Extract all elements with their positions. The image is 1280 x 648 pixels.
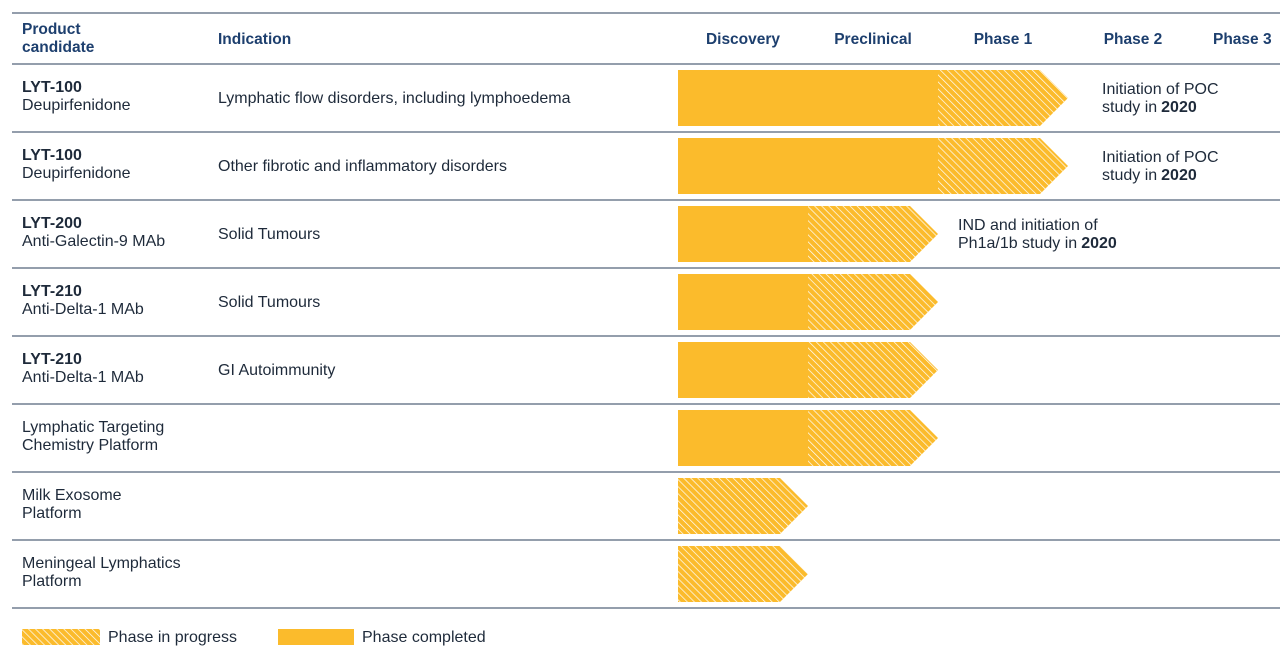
candidate-name: Milk Exosome [22,487,122,504]
note-text: study in [1102,99,1157,116]
candidate-name: Deupirfenidone [22,97,131,114]
phase-header: Phase 1 [974,31,1033,48]
phase-completed [678,138,938,194]
phase-completed [678,206,808,262]
candidate-name: Anti-Delta-1 MAb [22,369,144,386]
phase-completed [678,410,808,466]
note-year: 2020 [1081,235,1117,252]
candidate-code: LYT-200 [22,215,82,232]
candidate-name: Meningeal Lymphatics [22,555,181,572]
phase-in-progress [808,342,938,398]
note-year: 2020 [1161,99,1197,116]
indication: Solid Tumours [218,294,320,311]
header: Product [22,21,81,38]
candidate-code: LYT-210 [22,351,82,368]
legend-swatch [278,629,354,645]
note: study in 2020 [1102,167,1197,184]
legend-swatch [22,629,100,645]
note: Ph1a/1b study in 2020 [958,235,1117,252]
note-text: Initiation of POC [1102,81,1219,98]
phase-in-progress [808,274,938,330]
note: study in 2020 [1102,99,1197,116]
candidate-name: Lymphatic Targeting [22,419,164,436]
phase-header: Phase 3 [1213,31,1272,48]
header: Indication [218,31,291,48]
phase-header: Phase 2 [1104,31,1163,48]
phase-in-progress [808,206,938,262]
legend-label: Phase completed [362,629,486,646]
candidate-name: Platform [22,573,82,590]
note-text: IND and initiation of [958,217,1098,234]
phase-in-progress [808,410,938,466]
phase-in-progress [678,478,808,534]
indication: Other fibrotic and inflammatory disorder… [218,158,507,175]
indication: Lymphatic flow disorders, including lymp… [218,90,571,107]
candidate-name: Anti-Galectin-9 MAb [22,233,165,250]
header: candidate [22,39,95,56]
note: Initiation of POC [1102,81,1219,98]
note-text: Initiation of POC [1102,149,1219,166]
candidate-name: Chemistry Platform [22,437,158,454]
phase-header: Discovery [706,31,780,48]
phase-in-progress [678,546,808,602]
note-year: 2020 [1161,167,1197,184]
candidate-name: Anti-Delta-1 MAb [22,301,144,318]
note-text: study in [1102,167,1157,184]
phase-completed [678,70,938,126]
phase-in-progress [938,70,1068,126]
candidate-name: Platform [22,505,82,522]
note: IND and initiation of [958,217,1098,234]
candidate-name: Deupirfenidone [22,165,131,182]
indication: GI Autoimmunity [218,362,335,379]
candidate-code: LYT-100 [22,147,82,164]
phase-completed [678,342,808,398]
indication: Solid Tumours [218,226,320,243]
candidate-code: LYT-210 [22,283,82,300]
phase-header: Preclinical [834,31,912,48]
candidate-code: LYT-100 [22,79,82,96]
note: Initiation of POC [1102,149,1219,166]
phase-in-progress [938,138,1068,194]
legend-label: Phase in progress [108,629,237,646]
phase-completed [678,274,808,330]
note-text: Ph1a/1b study in [958,235,1077,252]
